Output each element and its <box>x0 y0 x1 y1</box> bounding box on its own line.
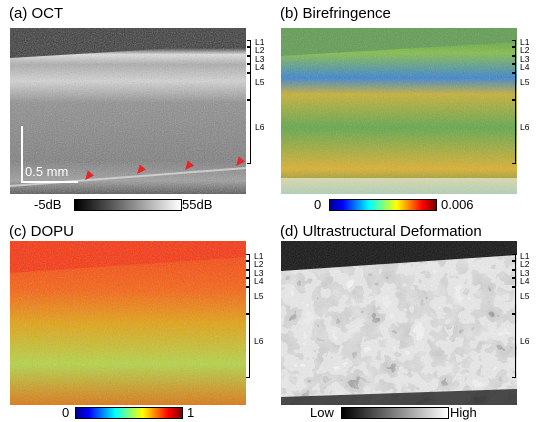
layer-bracket <box>246 261 250 270</box>
birefringence-colorbar <box>329 199 437 211</box>
layer-bracket <box>247 40 251 47</box>
panel-d-title: (d) Ultrastructural Deformation <box>280 223 482 240</box>
layer-bracket <box>512 278 516 287</box>
layer-bracket <box>247 47 251 56</box>
layer-label-l3: L3 <box>255 54 265 64</box>
layer-bracket <box>246 314 250 378</box>
layer-bracket <box>247 64 251 73</box>
layer-bracket <box>512 47 516 56</box>
layer-bracket <box>512 314 516 378</box>
layer-label-l2: L2 <box>255 45 265 55</box>
layer-label-l6: L6 <box>254 336 264 346</box>
deformation-colorbar-min: Low <box>310 405 334 420</box>
layer-label-l1: L1 <box>520 37 530 47</box>
oct-colorbar-min: -5dB <box>34 197 62 212</box>
layer-label-l1: L1 <box>520 251 530 261</box>
scale-bar-vertical <box>21 126 23 183</box>
layer-bracket <box>246 278 250 287</box>
layer-label-l4: L4 <box>255 62 265 72</box>
scale-bar-horizontal <box>21 181 78 183</box>
scale-bar-label: 0.5 mm <box>25 164 69 179</box>
layer-label-l5: L5 <box>255 77 265 87</box>
dopu-image <box>10 241 246 405</box>
layer-label-l2: L2 <box>254 259 264 269</box>
layer-labels-d: L1 L2 L3 L4 L5 L6 <box>512 251 538 394</box>
layer-label-l4: L4 <box>520 62 530 72</box>
layer-label-l1: L1 <box>254 251 264 261</box>
layer-labels-a: L1 L2 L3 L4 L5 L6 <box>247 37 281 180</box>
layer-bracket <box>512 270 516 278</box>
layer-label-l1: L1 <box>255 37 265 47</box>
layer-label-l6: L6 <box>255 122 265 132</box>
panel-c-title: (c) DOPU <box>9 223 74 240</box>
deformation-colorbar-max: High <box>450 405 477 420</box>
layer-bracket <box>512 100 516 164</box>
oct-colorbar-max: 55dB <box>182 197 213 212</box>
layer-bracket <box>512 254 516 261</box>
layer-labels-b: L1 L2 L3 L4 L5 L6 <box>512 37 538 180</box>
oct-colorbar <box>74 199 182 211</box>
layer-label-l3: L3 <box>520 268 530 278</box>
dopu-colorbar-max: 1 <box>187 405 195 420</box>
layer-label-l6: L6 <box>520 122 530 132</box>
layer-labels-c: L1 L2 L3 L4 L5 L6 <box>246 251 280 394</box>
dopu-colorbar-min: 0 <box>62 405 70 420</box>
birefringence-image <box>281 28 517 194</box>
layer-label-l3: L3 <box>254 268 264 278</box>
layer-label-l5: L5 <box>520 291 530 301</box>
layer-label-l3: L3 <box>520 54 530 64</box>
layer-bracket <box>247 100 251 164</box>
layer-bracket <box>246 270 250 278</box>
layer-label-l4: L4 <box>520 276 530 286</box>
birefringence-colorbar-min: 0 <box>314 197 322 212</box>
layer-label-l2: L2 <box>520 259 530 269</box>
layer-bracket <box>512 73 516 100</box>
panel-b-title: (b) Birefringence <box>280 5 391 22</box>
layer-bracket <box>246 254 250 261</box>
deformation-image <box>281 241 517 405</box>
oct-image: 0.5 mm <box>10 28 246 194</box>
layer-bracket <box>247 73 251 100</box>
deformation-colorbar <box>341 407 449 419</box>
layer-label-l5: L5 <box>254 291 264 301</box>
layer-label-l5: L5 <box>520 77 530 87</box>
layer-label-l6: L6 <box>520 336 530 346</box>
layer-bracket <box>512 287 516 314</box>
layer-bracket <box>512 261 516 270</box>
layer-bracket <box>512 64 516 73</box>
layer-bracket <box>246 287 250 314</box>
panel-a-title: (a) OCT <box>9 5 64 22</box>
layer-label-l4: L4 <box>254 276 264 286</box>
dopu-colorbar <box>75 407 183 419</box>
layer-bracket <box>512 56 516 64</box>
layer-bracket <box>512 40 516 47</box>
layer-bracket <box>247 56 251 64</box>
birefringence-colorbar-max: 0.006 <box>441 197 474 212</box>
layer-label-l2: L2 <box>520 45 530 55</box>
